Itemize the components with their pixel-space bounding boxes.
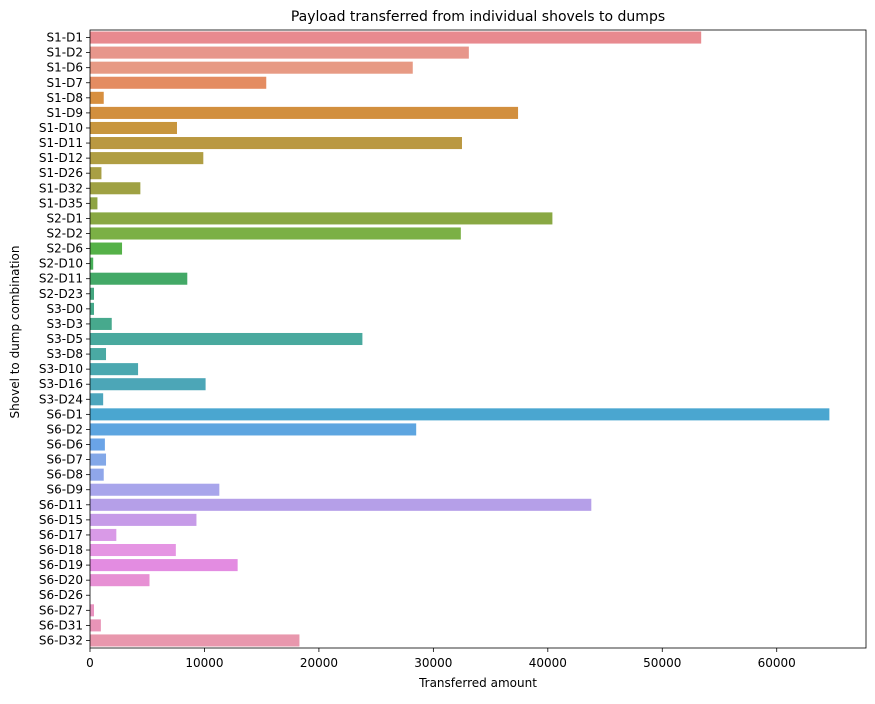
- bar-s2-d10: [90, 257, 94, 270]
- y-tick-label: S1-D32: [39, 181, 83, 195]
- y-tick-label: S6-D31: [39, 618, 83, 632]
- x-tick-label: 0: [86, 656, 94, 670]
- bar-s6-d11: [90, 498, 592, 511]
- bar-s1-d1: [90, 31, 702, 44]
- bar-s6-d8: [90, 468, 104, 481]
- x-tick-label: 40000: [529, 656, 567, 670]
- y-tick-label: S2-D11: [39, 272, 83, 286]
- y-tick-label: S3-D8: [47, 347, 83, 361]
- bar-s1-d26: [90, 167, 102, 180]
- x-axis-ticks: 0 10000 20000 30000 40000 50000 60000: [86, 648, 796, 670]
- y-tick-label: S1-D11: [39, 136, 83, 150]
- bar-s6-d27: [90, 604, 95, 617]
- y-tick-label: S6-D6: [47, 438, 83, 452]
- bar-s1-d8: [90, 91, 104, 104]
- y-tick-label: S1-D9: [47, 106, 83, 120]
- y-tick-label: S3-D24: [39, 392, 83, 406]
- x-axis-title: Transferred amount: [418, 676, 537, 690]
- x-tick-label: 20000: [300, 656, 338, 670]
- bar-s3-d10: [90, 363, 139, 376]
- y-axis-title: Shovel to dump combination: [8, 246, 22, 419]
- y-tick-label: S1-D6: [47, 61, 83, 75]
- y-tick-label: S2-D6: [47, 242, 83, 256]
- x-tick-label: 10000: [185, 656, 223, 670]
- bar-s1-d2: [90, 46, 469, 59]
- bar-s2-d11: [90, 272, 188, 285]
- chart-title: Payload transferred from individual shov…: [291, 9, 665, 25]
- bar-s3-d8: [90, 348, 107, 361]
- bar-s1-d7: [90, 76, 267, 89]
- y-tick-label: S6-D18: [39, 543, 83, 557]
- y-tick-label: S3-D0: [47, 302, 83, 316]
- y-tick-label: S3-D3: [47, 317, 83, 331]
- y-tick-label: S1-D10: [39, 121, 83, 135]
- bar-s3-d24: [90, 393, 104, 406]
- y-tick-label: S6-D19: [39, 558, 83, 572]
- bar-s6-d18: [90, 543, 176, 557]
- bar-s1-d9: [90, 106, 519, 119]
- y-tick-label: S6-D20: [39, 573, 83, 587]
- bar-s6-d1: [90, 408, 830, 421]
- y-tick-label: S1-D26: [39, 166, 83, 180]
- bar-s3-d3: [90, 317, 112, 330]
- y-tick-label: S2-D10: [39, 257, 83, 271]
- y-tick-label: S3-D10: [39, 362, 83, 376]
- x-tick-label: 30000: [414, 656, 452, 670]
- y-tick-label: S6-D11: [39, 498, 83, 512]
- bar-s2-d23: [90, 287, 95, 300]
- y-tick-label: S1-D12: [39, 151, 83, 165]
- bar-s1-d6: [90, 61, 413, 74]
- bar-s1-d32: [90, 182, 141, 195]
- bar-s1-d12: [90, 152, 204, 165]
- y-tick-label: S3-D5: [47, 332, 83, 346]
- y-tick-label: S2-D23: [39, 287, 83, 301]
- y-tick-label: S1-D2: [47, 46, 83, 60]
- bar-s6-d20: [90, 574, 150, 587]
- x-tick-label: 60000: [758, 656, 796, 670]
- bar-s6-d15: [90, 513, 197, 526]
- bar-s1-d35: [90, 197, 98, 210]
- y-tick-label: S6-D27: [39, 603, 83, 617]
- x-tick-label: 50000: [643, 656, 681, 670]
- bar-s2-d2: [90, 227, 461, 240]
- y-axis-ticks: S1-D1S1-D2S1-D6S1-D7S1-D8S1-D9S1-D10S1-D…: [39, 31, 90, 647]
- y-tick-label: S6-D1: [47, 407, 83, 421]
- y-tick-label: S1-D7: [47, 76, 83, 90]
- bar-s6-d31: [90, 619, 101, 632]
- y-tick-label: S2-D1: [47, 211, 83, 225]
- y-tick-label: S6-D9: [47, 483, 83, 497]
- bar-s3-d5: [90, 332, 363, 346]
- y-tick-label: S1-D35: [39, 196, 83, 210]
- bar-s2-d1: [90, 212, 553, 225]
- bar-s3-d0: [90, 302, 95, 315]
- y-tick-label: S1-D8: [47, 91, 83, 105]
- y-tick-label: S6-D26: [39, 588, 83, 602]
- bar-s3-d16: [90, 378, 206, 391]
- bar-s1-d11: [90, 137, 462, 150]
- bar-s6-d2: [90, 423, 417, 436]
- plot-frame: [89, 29, 867, 649]
- y-tick-label: S3-D16: [39, 377, 83, 391]
- bar-s6-d9: [90, 483, 220, 496]
- y-tick-label: S6-D8: [47, 468, 83, 482]
- y-tick-label: S6-D17: [39, 528, 83, 542]
- y-tick-label: S1-D1: [47, 31, 83, 45]
- y-tick-label: S6-D2: [47, 422, 83, 436]
- y-tick-label: S6-D7: [47, 453, 83, 467]
- bar-s1-d10: [90, 121, 177, 135]
- bar-s6-d7: [90, 453, 107, 466]
- bars-group: [90, 31, 830, 647]
- bar-s6-d19: [90, 559, 238, 572]
- y-tick-label: S6-D32: [39, 633, 83, 647]
- y-tick-label: S2-D2: [47, 226, 83, 240]
- bar-s6-d32: [90, 634, 300, 647]
- y-tick-label: S6-D15: [39, 513, 83, 527]
- bar-s6-d6: [90, 438, 105, 451]
- bar-s6-d17: [90, 528, 117, 541]
- bar-s2-d6: [90, 242, 123, 255]
